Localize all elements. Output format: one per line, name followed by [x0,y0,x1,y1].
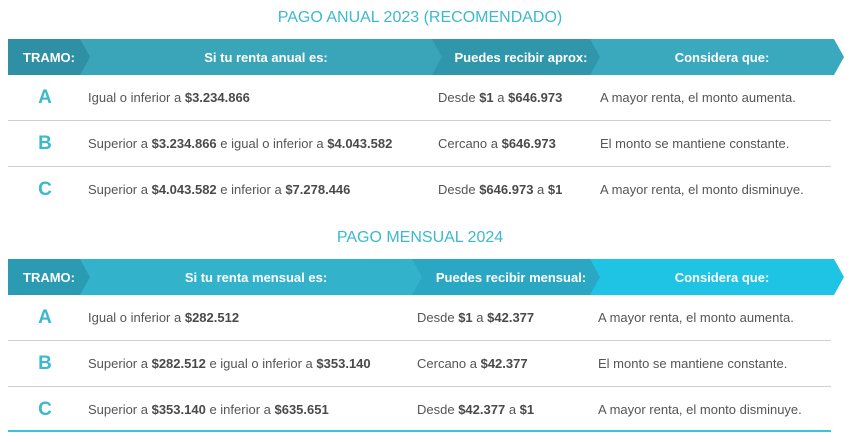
recibir-cell: Desde $42.377 a $1 [417,402,534,417]
amount-value: $3.234.866 [151,136,217,151]
recibir-cell: Cercano a $42.377 [417,356,528,371]
considera-cell: El monto se mantiene constante. [600,136,790,151]
text-fragment: a [472,310,488,325]
text-fragment: e igual o inferior a [205,356,317,371]
amount-value: $282.512 [184,310,240,325]
header-renta: Si tu renta anual es: [80,39,442,75]
amount-value: $635.651 [274,402,329,417]
bottom-divider [8,430,831,432]
amount-value: $1 [519,402,535,417]
text-fragment: e inferior a [216,182,286,197]
recibir-cell: Cercano a $646.973 [438,136,556,151]
table-row: A Igual o inferior a $3.234.866 Desde $1… [8,75,831,121]
amount-value: $7.278.446 [285,182,351,197]
tramo-letter: B [38,353,52,374]
header-tramo: TRAMO: [8,39,90,75]
header-considera: Considera que: [590,39,844,75]
amount-value: $4.043.582 [327,136,393,151]
text-fragment: Desde [438,182,480,197]
table-row: A Igual o inferior a $282.512 Desde $1 a… [8,295,831,341]
table-row: B Superior a $3.234.866 e igual o inferi… [8,121,831,167]
amount-value: $42.377 [458,402,506,417]
recibir-cell: Desde $1 a $646.973 [438,90,562,105]
considera-cell: A mayor renta, el monto aumenta. [600,90,796,105]
annual-table-header: TRAMO: Si tu renta anual es: Puedes reci… [8,39,844,75]
tramo-letter: A [38,307,52,328]
text-fragment: Desde [417,310,459,325]
table-row: C Superior a $4.043.582 e inferior a $7.… [8,167,831,213]
header-recibir: Puedes recibir aprox: [432,39,600,75]
renta-cell: Superior a $4.043.582 e inferior a $7.27… [88,182,350,197]
tramo-letter: A [38,87,52,108]
text-fragment: e inferior a [205,402,275,417]
text-fragment: Desde [438,90,480,105]
amount-value: $3.234.866 [184,90,250,105]
amount-value: $1 [547,182,563,197]
considera-cell: El monto se mantiene constante. [598,356,788,371]
amount-value: $4.043.582 [151,182,217,197]
annual-section-title: PAGO ANUAL 2023 (RECOMENDADO) [277,9,563,26]
header-renta: Si tu renta mensual es: [80,259,422,295]
text-fragment: a [533,182,548,197]
text-fragment: Superior a [88,182,152,197]
tramo-letter: C [38,179,52,200]
tramo-letter: C [38,399,52,420]
recibir-cell: Desde $1 a $42.377 [417,310,534,325]
amount-value: $646.973 [501,136,556,151]
considera-cell: A mayor renta, el monto disminuye. [600,182,804,197]
amount-value: $42.377 [487,310,535,325]
text-fragment: Igual o inferior a [88,310,185,325]
text-fragment: Cercano a [438,136,502,151]
amount-value: $646.973 [508,90,563,105]
text-fragment: a [505,402,520,417]
header-tramo: TRAMO: [8,259,90,295]
text-fragment: Desde [417,402,459,417]
renta-cell: Superior a $353.140 e inferior a $635.65… [88,402,329,417]
text-fragment: Cercano a [417,356,481,371]
renta-cell: Superior a $282.512 e igual o inferior a… [88,356,371,371]
considera-cell: A mayor renta, el monto disminuye. [598,402,802,417]
text-fragment: Superior a [88,136,152,151]
text-fragment: Superior a [88,402,152,417]
text-fragment: e igual o inferior a [216,136,328,151]
renta-cell: Igual o inferior a $282.512 [88,310,239,325]
recibir-cell: Desde $646.973 a $1 [438,182,562,197]
header-recibir: Puedes recibir mensual: [412,259,600,295]
amount-value: $646.973 [479,182,534,197]
amount-value: $353.140 [316,356,371,371]
amount-value: $1 [458,310,473,325]
text-fragment: Superior a [88,356,152,371]
monthly-section-title: PAGO MENSUAL 2024 [336,229,504,246]
amount-value: $353.140 [151,402,206,417]
table-row: B Superior a $282.512 e igual o inferior… [8,341,831,387]
header-considera: Considera que: [590,259,844,295]
table-row: C Superior a $353.140 e inferior a $635.… [8,387,831,433]
amount-value: $282.512 [151,356,206,371]
amount-value: $1 [479,90,494,105]
amount-value: $42.377 [480,356,528,371]
tramo-letter: B [38,133,52,154]
renta-cell: Igual o inferior a $3.234.866 [88,90,250,105]
text-fragment: a [493,90,509,105]
monthly-table-header: TRAMO: Si tu renta mensual es: Puedes re… [8,259,844,295]
renta-cell: Superior a $3.234.866 e igual o inferior… [88,136,392,151]
text-fragment: Igual o inferior a [88,90,185,105]
considera-cell: A mayor renta, el monto aumenta. [598,310,794,325]
